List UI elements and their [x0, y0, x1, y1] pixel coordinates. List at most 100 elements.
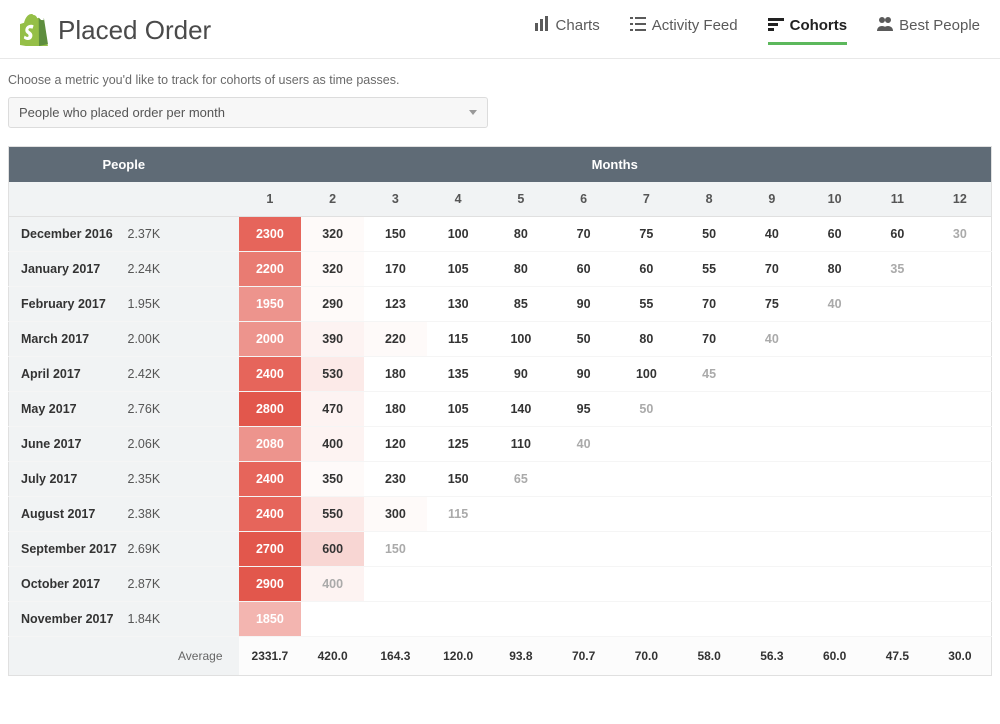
cohort-cell: 75 [741, 287, 804, 322]
metric-select[interactable]: People who placed order per month [8, 97, 488, 128]
nav-tab-activity-feed[interactable]: Activity Feed [630, 16, 738, 45]
table-row: May 20172.76K28004701801051409550 [9, 392, 992, 427]
cohort-cell [866, 532, 929, 567]
cohort-cell [615, 532, 678, 567]
cohort-cell [803, 322, 866, 357]
cohort-label: January 2017 [9, 252, 124, 287]
cohort-label: February 2017 [9, 287, 124, 322]
cohort-cell: 150 [364, 532, 427, 567]
cohort-cell [866, 322, 929, 357]
cohort-cell [803, 497, 866, 532]
cohort-cell [490, 602, 553, 637]
cohort-cell: 220 [364, 322, 427, 357]
month-col-header: 11 [866, 182, 929, 217]
cohort-cell: 125 [427, 427, 490, 462]
nav-tab-charts[interactable]: Charts [534, 16, 600, 45]
cohort-cell [427, 532, 490, 567]
table-row: June 20172.06K208040012012511040 [9, 427, 992, 462]
cohort-cell [803, 532, 866, 567]
cohort-cell: 550 [301, 497, 364, 532]
month-col-header: 10 [803, 182, 866, 217]
average-cell: 60.0 [803, 637, 866, 676]
average-cell: 58.0 [678, 637, 741, 676]
cohort-cell: 600 [301, 532, 364, 567]
chevron-down-icon [469, 110, 477, 115]
table-row: August 20172.38K2400550300115 [9, 497, 992, 532]
shopify-logo-icon [20, 14, 48, 46]
cohort-label: November 2017 [9, 602, 124, 637]
people-group-header: People [9, 147, 239, 183]
cohort-cell [678, 427, 741, 462]
page-title: Placed Order [58, 15, 211, 46]
cohort-cell: 390 [301, 322, 364, 357]
cohort-cell [615, 602, 678, 637]
table-row: March 20172.00K200039022011510050807040 [9, 322, 992, 357]
cohort-total: 2.38K [124, 497, 239, 532]
cohort-cell: 180 [364, 392, 427, 427]
cohort-cell: 40 [741, 217, 804, 252]
average-cell: 164.3 [364, 637, 427, 676]
cohort-total: 2.76K [124, 392, 239, 427]
table-row: November 20171.84K1850 [9, 602, 992, 637]
average-cell: 47.5 [866, 637, 929, 676]
cohort-cell [678, 567, 741, 602]
table-row: January 20172.24K22003201701058060605570… [9, 252, 992, 287]
cohort-cell: 1850 [239, 602, 302, 637]
cohort-cell [929, 532, 992, 567]
cohort-cell: 100 [490, 322, 553, 357]
table-body: December 20162.37K2300320150100807075504… [9, 217, 992, 676]
cohort-label: March 2017 [9, 322, 124, 357]
cohort-table: People Months 123456789101112 December 2… [8, 146, 992, 676]
cohort-cell: 80 [490, 217, 553, 252]
average-row: Average2331.7420.0164.3120.093.870.770.0… [9, 637, 992, 676]
cohort-cell [741, 427, 804, 462]
month-col-header: 5 [490, 182, 553, 217]
cohort-cell [678, 532, 741, 567]
cohort-cell: 2800 [239, 392, 302, 427]
header-bar: Placed Order Charts Activity Feed Cohorts B… [0, 0, 1000, 59]
cohort-cell: 470 [301, 392, 364, 427]
month-col-header: 8 [678, 182, 741, 217]
cohort-total: 1.95K [124, 287, 239, 322]
cohort-cell [803, 427, 866, 462]
cohort-cell: 70 [552, 217, 615, 252]
cohort-label: June 2017 [9, 427, 124, 462]
cohort-cell [741, 497, 804, 532]
cohort-total: 1.84K [124, 602, 239, 637]
nav-tab-best-people[interactable]: Best People [877, 16, 980, 45]
cohort-cell [741, 602, 804, 637]
average-cell: 70.0 [615, 637, 678, 676]
average-cell: 2331.7 [239, 637, 302, 676]
cohort-cell [803, 462, 866, 497]
cohort-cell [678, 497, 741, 532]
average-cell: 30.0 [929, 637, 992, 676]
cohort-cell [678, 462, 741, 497]
cohort-cell: 35 [866, 252, 929, 287]
cohort-cell: 320 [301, 217, 364, 252]
table-group-header-row: People Months [9, 147, 992, 183]
nav-tab-cohorts[interactable]: Cohorts [768, 16, 848, 45]
months-group-header: Months [239, 147, 992, 183]
cohort-cell: 55 [678, 252, 741, 287]
month-col-header: 12 [929, 182, 992, 217]
cohort-cell: 350 [301, 462, 364, 497]
cohort-cell: 400 [301, 567, 364, 602]
cohort-cell: 45 [678, 357, 741, 392]
cohort-cell: 100 [615, 357, 678, 392]
table-row: July 20172.35K240035023015065 [9, 462, 992, 497]
cohort-cell [678, 392, 741, 427]
cohort-label: April 2017 [9, 357, 124, 392]
nav-tab-label: Activity Feed [652, 17, 738, 34]
cohort-cell: 60 [615, 252, 678, 287]
cohort-cell: 85 [490, 287, 553, 322]
cohort-cell [552, 567, 615, 602]
cohort-total: 2.69K [124, 532, 239, 567]
cohort-cell [929, 357, 992, 392]
cohort-cell: 230 [364, 462, 427, 497]
cohort-cell [490, 532, 553, 567]
cohort-cell: 2900 [239, 567, 302, 602]
cohort-cell: 70 [678, 322, 741, 357]
cohort-cell: 40 [552, 427, 615, 462]
table-row: February 20171.95K1950290123130859055707… [9, 287, 992, 322]
cohort-cell: 2300 [239, 217, 302, 252]
